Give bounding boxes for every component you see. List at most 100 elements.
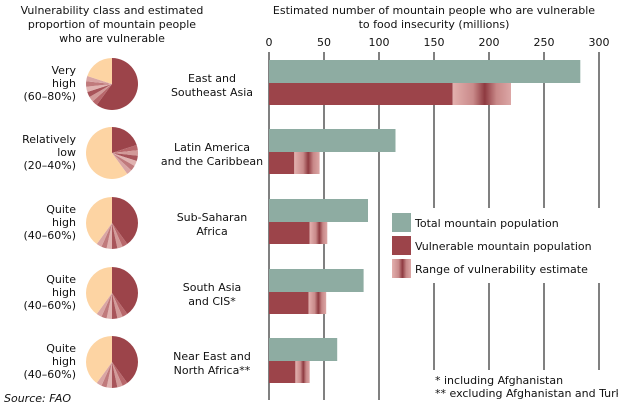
pie-slice-range	[101, 293, 112, 319]
pie-slice-range	[112, 362, 123, 388]
bar-range	[452, 83, 511, 105]
pie-slice-range	[86, 84, 112, 93]
class-label: (40–60%)	[23, 368, 76, 381]
pie-slice-range	[112, 362, 118, 389]
footnote: ** excluding Afghanistan and Turkey	[435, 387, 618, 400]
chart-title-line: Estimated number of mountain people who …	[273, 4, 595, 17]
pie-slice-range	[112, 153, 132, 175]
region-label: South Asia	[183, 281, 242, 294]
class-label: high	[52, 216, 76, 229]
pie-slice-vulnerable	[96, 58, 139, 111]
bar-range	[309, 222, 328, 244]
bar-total	[269, 129, 396, 152]
chart-title-line: to food insecurity (millions)	[359, 18, 510, 31]
bar-vulnerable	[269, 83, 453, 105]
bar-vulnerable	[269, 222, 310, 244]
pie-slice-vulnerable	[112, 197, 139, 245]
pie-slice-range	[96, 223, 112, 247]
region-label: East and	[188, 72, 236, 85]
region-label: and CIS*	[188, 295, 236, 308]
pie-slice-range	[112, 223, 128, 247]
region-label: Southeast Asia	[171, 86, 253, 99]
region-label: and the Caribbean	[161, 155, 263, 168]
class-label: high	[52, 286, 76, 299]
class-label: high	[52, 77, 76, 90]
class-label: (20–40%)	[23, 159, 76, 172]
bar-vulnerable	[269, 361, 296, 383]
pie-slice-range	[96, 362, 112, 386]
bar-vulnerable	[269, 152, 295, 174]
bar-range	[295, 361, 310, 383]
pie-slice-range	[96, 293, 112, 317]
left-title-line: proportion of mountain people	[28, 18, 196, 31]
pie-slice-range	[106, 293, 112, 319]
region-label: Latin America	[174, 141, 250, 154]
pie-slice-range	[112, 223, 123, 249]
x-tick-label: 50	[317, 36, 331, 49]
class-label: (40–60%)	[23, 229, 76, 242]
pie-slice-rest	[85, 197, 112, 245]
legend-swatch-vulnerable	[392, 236, 411, 255]
pie-slice-range	[86, 75, 112, 84]
pie-slice-range	[101, 223, 112, 249]
class-label: (40–60%)	[23, 299, 76, 312]
pie-slice-vulnerable	[112, 267, 139, 315]
class-label: Quite	[46, 273, 76, 286]
pie-slice-rest	[85, 336, 112, 384]
legend-label: Range of vulnerability estimate	[415, 263, 588, 276]
pie-slice-rest	[86, 127, 128, 179]
pie-slice-range	[89, 84, 112, 102]
bar-vulnerable	[269, 292, 309, 314]
left-title-line: who are vulnerable	[59, 32, 165, 45]
class-label: low	[57, 146, 76, 159]
pie-slice-range	[87, 84, 112, 97]
pie-slice-vulnerable	[112, 336, 139, 384]
x-tick-label: 300	[589, 36, 610, 49]
region-label: Near East and	[173, 350, 251, 363]
region-label: North Africa**	[174, 364, 251, 377]
pie-slice-range	[112, 293, 123, 319]
pie-slice-range	[106, 362, 112, 388]
class-label: Very	[52, 64, 77, 77]
legend-label: Total mountain population	[414, 217, 559, 230]
x-tick-label: 150	[424, 36, 445, 49]
pie-slice-rest	[87, 58, 112, 84]
left-title-line: Vulnerability class and estimated	[21, 4, 204, 17]
x-tick-label: 250	[534, 36, 555, 49]
legend-label: Vulnerable mountain population	[415, 240, 592, 253]
class-label: Quite	[46, 203, 76, 216]
pie-slice-range	[112, 223, 118, 249]
class-label: Quite	[46, 342, 76, 355]
x-tick-label: 100	[369, 36, 390, 49]
pie-slice-range	[112, 150, 138, 156]
class-label: Relatively	[22, 133, 76, 146]
region-label: Africa	[196, 225, 227, 238]
pie-slice-range	[112, 144, 138, 153]
bar-total	[269, 60, 581, 83]
pie-slice-range	[112, 153, 135, 171]
footnote: * including Afghanistan	[435, 374, 563, 387]
bar-total	[269, 338, 338, 361]
pie-slice-range	[112, 293, 128, 317]
bar-range	[308, 292, 327, 314]
pie-slice-range	[112, 153, 138, 162]
pie-slice-range	[106, 223, 112, 249]
pie-slice-range	[86, 81, 112, 87]
pie-slice-range	[92, 84, 112, 106]
source-note: Source: FAO	[4, 392, 71, 405]
class-label: high	[52, 355, 76, 368]
bar-total	[269, 199, 368, 222]
legend-swatch-range	[392, 259, 411, 278]
legend-swatch-total	[392, 213, 411, 232]
pie-slice-range	[112, 153, 137, 166]
pie-slice-range	[101, 362, 112, 388]
x-tick-label: 0	[266, 36, 273, 49]
pie-slice-range	[112, 362, 128, 386]
class-label: (60–80%)	[23, 90, 76, 103]
pie-slice-rest	[85, 267, 112, 315]
bar-range	[294, 152, 320, 174]
region-label: Sub-Saharan	[177, 211, 248, 224]
bar-total	[269, 269, 364, 292]
